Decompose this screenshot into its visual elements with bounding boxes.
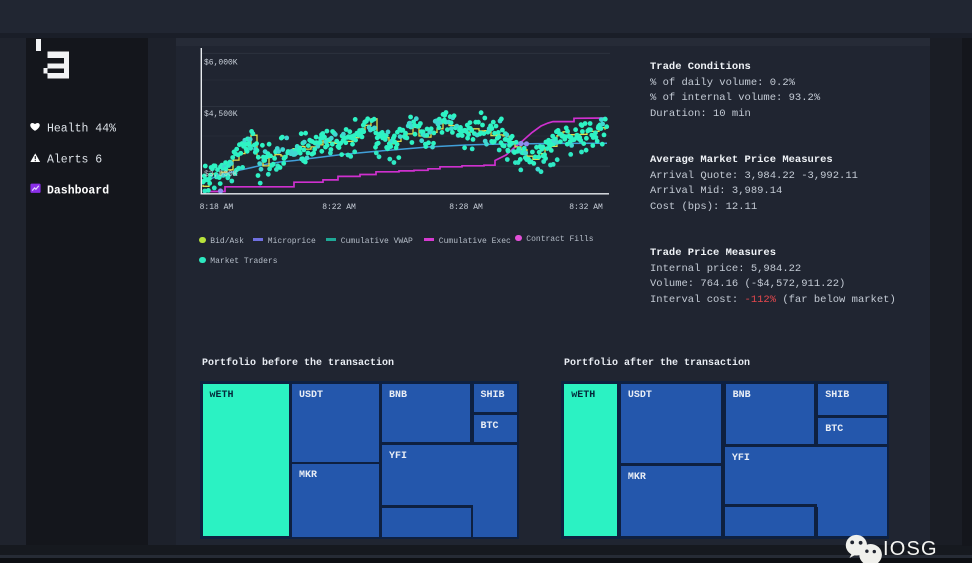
svg-text:8:28 AM: 8:28 AM — [449, 203, 483, 212]
svg-text:8:22 AM: 8:22 AM — [322, 203, 356, 212]
svg-text:8:32 AM: 8:32 AM — [569, 203, 603, 212]
svg-text:$4,500K: $4,500K — [204, 110, 238, 119]
svg-text:$3,000K: $3,000K — [204, 170, 238, 179]
svg-text:8:18 AM: 8:18 AM — [200, 203, 234, 212]
svg-text:$6,000K: $6,000K — [204, 59, 238, 68]
